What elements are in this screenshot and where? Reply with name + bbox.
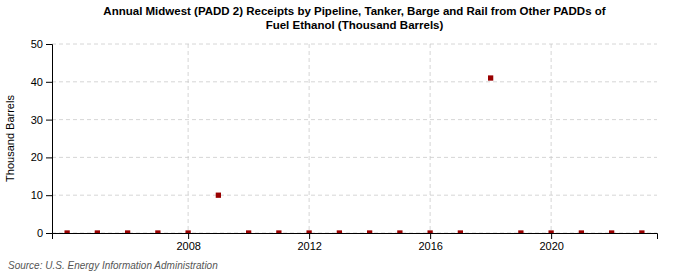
point xyxy=(579,230,584,233)
grid-line-y xyxy=(52,81,657,82)
point xyxy=(185,230,190,233)
point xyxy=(427,230,432,233)
tick: 2012 xyxy=(297,233,321,252)
point xyxy=(155,230,160,233)
point xyxy=(337,230,342,233)
annotation: Source: U.S. Energy Information Administ… xyxy=(8,260,218,271)
tick: 2020 xyxy=(539,233,563,252)
grid-line-x xyxy=(551,44,552,233)
tick-mark xyxy=(430,233,431,239)
point xyxy=(276,230,281,233)
point xyxy=(367,230,372,233)
tick: 50 xyxy=(31,38,52,50)
tick-mark xyxy=(46,157,52,158)
point xyxy=(64,230,69,233)
point xyxy=(216,193,221,198)
point xyxy=(639,230,644,233)
point xyxy=(458,230,463,233)
point xyxy=(306,230,311,233)
tick-mark xyxy=(46,44,52,45)
axis-line xyxy=(46,45,53,234)
tick: 2008 xyxy=(176,233,200,252)
tick-label: 0 xyxy=(37,227,43,239)
point xyxy=(246,230,251,233)
plot-area: 2008 2012 2016 2020 0 10 20 30 40 50 xyxy=(31,38,658,252)
y-axis-title: Thousand Barrels xyxy=(4,95,16,182)
tick-label: 2020 xyxy=(539,240,563,252)
tick-label: 20 xyxy=(31,151,43,163)
tick-label: 50 xyxy=(31,38,43,50)
grid-line-y xyxy=(52,44,657,45)
grid-line-x xyxy=(188,44,189,233)
point xyxy=(488,75,493,80)
tick-mark xyxy=(46,120,52,121)
tick: 0 xyxy=(37,227,52,239)
point xyxy=(397,230,402,233)
points xyxy=(64,75,644,233)
tick-mark xyxy=(46,195,52,196)
tick-label: 40 xyxy=(31,76,43,88)
tick: 30 xyxy=(31,114,52,126)
grid-line-x xyxy=(430,44,431,233)
tick: 20 xyxy=(31,151,52,163)
tick-label: 2012 xyxy=(297,240,321,252)
point xyxy=(125,230,130,233)
point xyxy=(609,230,614,233)
point xyxy=(95,230,100,233)
tick: 40 xyxy=(31,76,52,88)
grid-line-y xyxy=(52,157,657,158)
grid-line-y xyxy=(52,195,657,196)
tick-label: 2008 xyxy=(176,240,200,252)
x-axis: 2008 2012 2016 2020 xyxy=(53,233,658,252)
tick-label: 30 xyxy=(31,114,43,126)
tick-mark xyxy=(551,233,552,239)
tick: 2016 xyxy=(418,233,442,252)
point xyxy=(548,230,553,233)
tick-mark xyxy=(188,233,189,239)
grid-line-y xyxy=(52,119,657,120)
chart: 2008 2012 2016 2020 0 10 20 30 40 50 Annual Midwes… xyxy=(0,0,675,275)
grid-line-x xyxy=(309,44,310,233)
point xyxy=(518,230,523,233)
grid xyxy=(52,44,657,233)
tick-label: 10 xyxy=(31,189,43,201)
y-axis: 0 10 20 30 40 50 xyxy=(31,38,53,239)
title: Annual Midwest (PADD 2) Receipts by Pipe… xyxy=(103,5,605,31)
tick-mark xyxy=(46,233,52,234)
tick-mark xyxy=(309,233,310,239)
tick-label: 2016 xyxy=(418,240,442,252)
tick: 10 xyxy=(31,189,52,201)
tick-mark xyxy=(46,82,52,83)
axis-line xyxy=(53,234,658,240)
